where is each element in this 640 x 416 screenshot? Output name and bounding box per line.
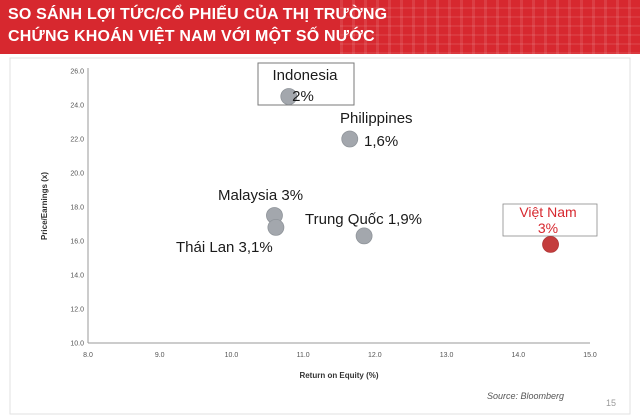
data-point [355, 227, 373, 245]
label-vietnam-name: Việt Nam [519, 204, 576, 220]
banner-pattern [340, 0, 640, 54]
label-philippines-name: Philippines [340, 110, 413, 127]
y-tick-label: 18.0 [70, 205, 84, 212]
page-number: 15 [606, 398, 617, 408]
label-philippines-value: 1,6% [364, 133, 398, 150]
x-tick-label: 14.0 [511, 352, 525, 359]
y-tick-label: 16.0 [70, 239, 84, 246]
x-tick-label: 10.0 [225, 352, 239, 359]
y-tick-label: 24.0 [70, 103, 84, 110]
label-malaysia: Malaysia 3% [218, 187, 303, 204]
y-tick-label: 14.0 [70, 273, 84, 280]
label-thailand: Thái Lan 3,1% [176, 239, 273, 256]
data-point [280, 88, 298, 105]
y-tick-labels: 10.0 12.0 14.0 16.0 18.0 20.0 22.0 24.0 26.0 [70, 69, 84, 348]
indonesia-label-box [257, 62, 355, 106]
x-tick-label: 9.0 [155, 352, 165, 359]
x-tick-label: 8.0 [83, 352, 93, 359]
y-tick-label: 26.0 [70, 69, 84, 76]
data-points [266, 88, 559, 253]
data-point [267, 218, 285, 236]
x-axis-title: Return on Equity (%) [299, 371, 378, 380]
x-tick-label: 15.0 [583, 352, 597, 359]
y-tick-label: 10.0 [70, 341, 84, 348]
label-china: Trung Quốc 1,9% [305, 211, 422, 228]
chart-frame [9, 57, 631, 415]
label-indonesia-name: Indonesia [272, 67, 338, 84]
x-tick-label: 11.0 [297, 352, 310, 359]
label-indonesia-value: 2% [292, 88, 314, 105]
source-note: Source: Bloomberg [487, 391, 565, 401]
x-tick-labels: 8.0 9.0 10.0 11.0 12.0 13.0 14.0 15.0 [83, 352, 597, 359]
x-tick-label: 13.0 [440, 352, 454, 359]
x-tick-label: 12.0 [368, 352, 382, 359]
y-tick-label: 22.0 [70, 137, 84, 144]
y-tick-label: 12.0 [70, 307, 84, 314]
data-point [542, 235, 559, 253]
title-line-2: CHỨNG KHOÁN VIỆT NAM VỚI MỘT SỐ NƯỚC [8, 28, 375, 45]
axes [87, 68, 590, 344]
y-axis-title: Price/Earnings (x) [40, 172, 49, 240]
data-point [341, 130, 359, 148]
y-tick-label: 20.0 [70, 171, 84, 178]
title-line-1: SO SÁNH LỢI TỨC/CỔ PHIẾU CỦA THỊ TRƯỜNG [8, 6, 388, 23]
title-banner: SO SÁNH LỢI TỨC/CỔ PHIẾU CỦA THỊ TRƯỜNG … [0, 0, 640, 54]
vietnam-label-box [502, 203, 598, 237]
label-vietnam-value: 3% [538, 220, 558, 236]
